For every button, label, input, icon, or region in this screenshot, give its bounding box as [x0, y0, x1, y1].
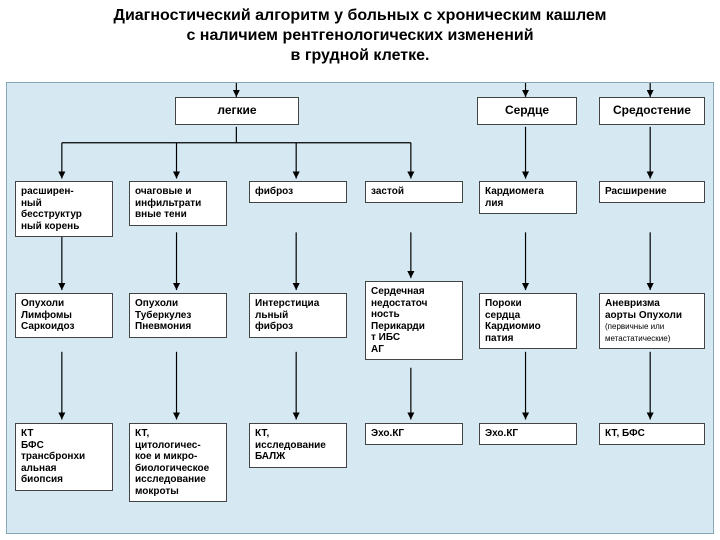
r2c6-main: Аневризма аорты Опухоли	[605, 298, 682, 321]
r1c2: очаговые и инфильтрати вные тени	[129, 181, 227, 226]
r1c3: фиброз	[249, 181, 347, 203]
r3c3: КТ, исследование БАЛЖ	[249, 423, 347, 468]
title-line2: с наличием рентгенологических изменений	[12, 26, 708, 46]
header-mediastinum: Средостение	[599, 97, 705, 125]
r3c1: КТ БФС трансбронхи альная биопсия	[15, 423, 113, 491]
r1c4: застой	[365, 181, 463, 203]
r2c4: Сердечная недостаточ ность Перикарди т И…	[365, 281, 463, 360]
title-line3: в грудной клетке.	[12, 46, 708, 66]
r2c3: Интерстициа льный фиброз	[249, 293, 347, 338]
chart-area: легкие Сердце Средостение расширен- ный …	[6, 82, 714, 534]
r2c1: Опухоли Лимфомы Саркоидоз	[15, 293, 113, 338]
r3c2: КТ, цитологичес- кое и микро- биологичес…	[129, 423, 227, 502]
r3c6: КТ, БФС	[599, 423, 705, 445]
r1c1: расширен- ный бесструктур ный корень	[15, 181, 113, 237]
r1c6: Расширение	[599, 181, 705, 203]
r2c6-note: (первичные или метастатические)	[605, 322, 670, 343]
r3c5: Эхо.КГ	[479, 423, 577, 445]
r3c4: Эхо.КГ	[365, 423, 463, 445]
r2c2: Опухоли Туберкулез Пневмония	[129, 293, 227, 338]
r2c5: Пороки сердца Кардиомио патия	[479, 293, 577, 349]
header-lungs: легкие	[175, 97, 299, 125]
title-line1: Диагностический алгоритм у больных с хро…	[12, 6, 708, 26]
r2c6: Аневризма аорты Опухоли (первичные или м…	[599, 293, 705, 349]
r1c5: Кардиомега лия	[479, 181, 577, 214]
header-heart: Сердце	[477, 97, 577, 125]
